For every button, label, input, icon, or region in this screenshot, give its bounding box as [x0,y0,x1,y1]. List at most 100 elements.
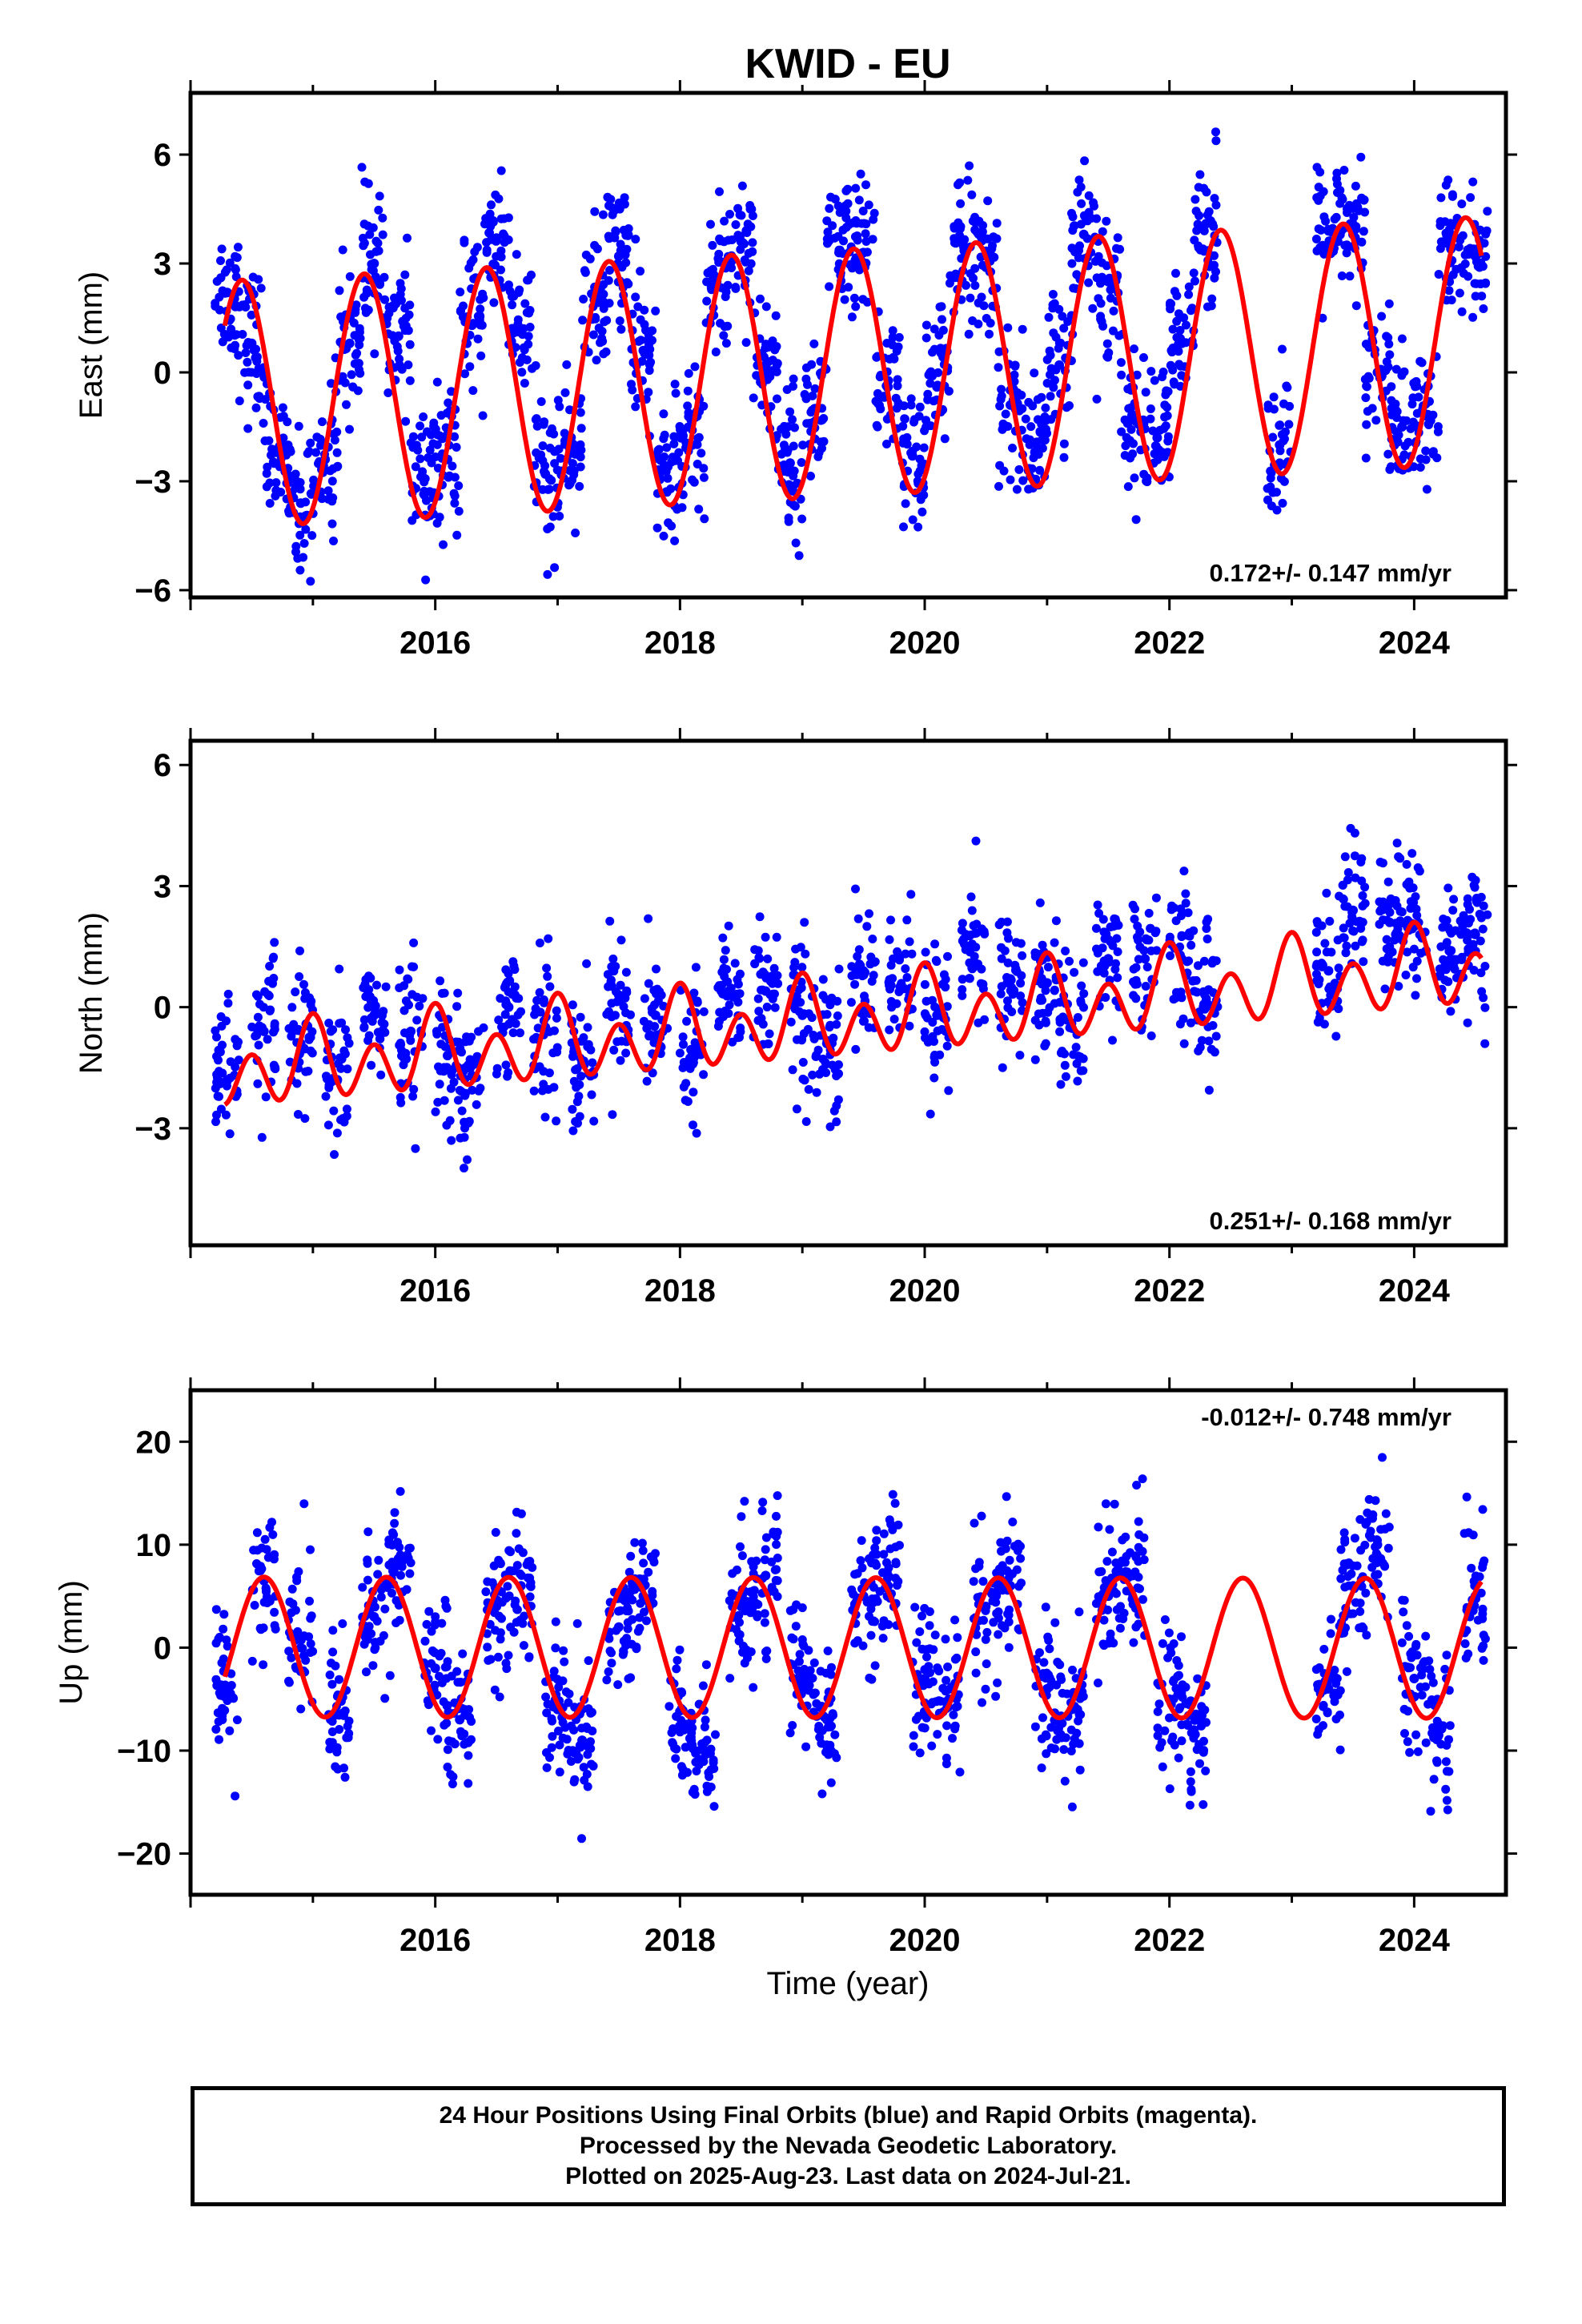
east-point [1263,495,1272,505]
north-point [1339,894,1347,903]
east-point [1195,170,1205,179]
north-point [736,1023,745,1033]
up-point [363,1527,373,1537]
east-point [363,221,373,231]
east-point [1332,174,1341,183]
up-point [575,1741,584,1750]
north-point [269,952,279,962]
up-point [802,1677,812,1687]
north-point [1173,991,1182,1001]
east-point [938,315,946,324]
up-point [260,1534,270,1544]
up-point [622,1634,632,1643]
east-point [987,244,997,254]
east-point [597,296,607,305]
up-point [886,1519,896,1529]
east-point [1168,324,1178,334]
up-point [211,1724,221,1734]
east-point [1392,407,1402,416]
up-point [1199,1736,1208,1746]
north-point [270,1063,279,1073]
up-point [1153,1723,1162,1733]
east-point [500,214,509,223]
up-point [814,1722,824,1731]
east-point [1067,243,1077,253]
east-point [307,531,317,541]
up-point [1169,1677,1178,1687]
up-point [1134,1542,1143,1552]
east-point [423,427,432,436]
east-point [231,263,240,273]
north-point [265,962,275,971]
up-point [387,1540,397,1550]
up-point [909,1731,918,1740]
north-point [650,1000,659,1010]
north-point [1330,979,1339,988]
east-point [873,399,882,408]
east-point [1096,299,1106,308]
east-point [491,190,500,199]
east-point [1211,200,1221,210]
up-point [481,1587,491,1597]
up-point [555,1740,564,1750]
east-point [974,298,983,308]
east-point [761,302,771,312]
east-point [872,420,881,430]
up-point [373,1570,383,1579]
east-point [545,522,555,532]
north-point [496,994,505,1003]
up-point [363,1575,372,1585]
up-point [1381,1509,1391,1518]
up-point [694,1758,704,1767]
east-point [1275,446,1285,456]
east-point [809,339,819,348]
east-point [1467,245,1476,255]
east-point [1269,392,1279,402]
east-point [311,448,321,457]
north-point [1040,1041,1050,1051]
east-point [432,440,442,449]
east-point [995,401,1005,411]
east-point [1444,286,1454,296]
north-point [287,1031,296,1041]
east-point [560,428,569,438]
east-point [1170,380,1179,389]
north-point [944,1086,954,1096]
up-point [938,1683,948,1693]
east-point [1263,400,1273,410]
north-point [464,1118,473,1128]
north-point [1128,900,1138,910]
north-point [1478,924,1488,934]
north-point [433,1097,443,1107]
east-point [888,326,897,336]
north-point [504,969,513,979]
north-point [797,963,807,972]
up-point [955,1767,965,1777]
up-point [395,1615,404,1625]
north-point [1357,937,1367,947]
up-point [299,1499,309,1509]
up-point [644,1567,653,1577]
up-point [875,1586,885,1596]
up-point [1336,1545,1346,1554]
up-point [979,1615,988,1625]
north-point [443,1051,452,1061]
up-point [542,1708,552,1718]
north-point [715,1007,725,1017]
east-point [1362,420,1371,429]
up-point [996,1538,1006,1547]
east-point [543,569,552,579]
east-point [1411,376,1421,386]
east-point [1008,444,1017,452]
up-point [1368,1510,1378,1519]
up-point [1107,1547,1117,1557]
north-point [1186,940,1196,950]
east-point [1384,299,1394,308]
up-point [1360,1540,1370,1550]
east-point [1038,444,1047,453]
north-point [504,1019,514,1029]
east-point [327,476,337,486]
up-point [458,1649,468,1659]
up-point [211,1605,221,1614]
east-point [1059,324,1069,333]
